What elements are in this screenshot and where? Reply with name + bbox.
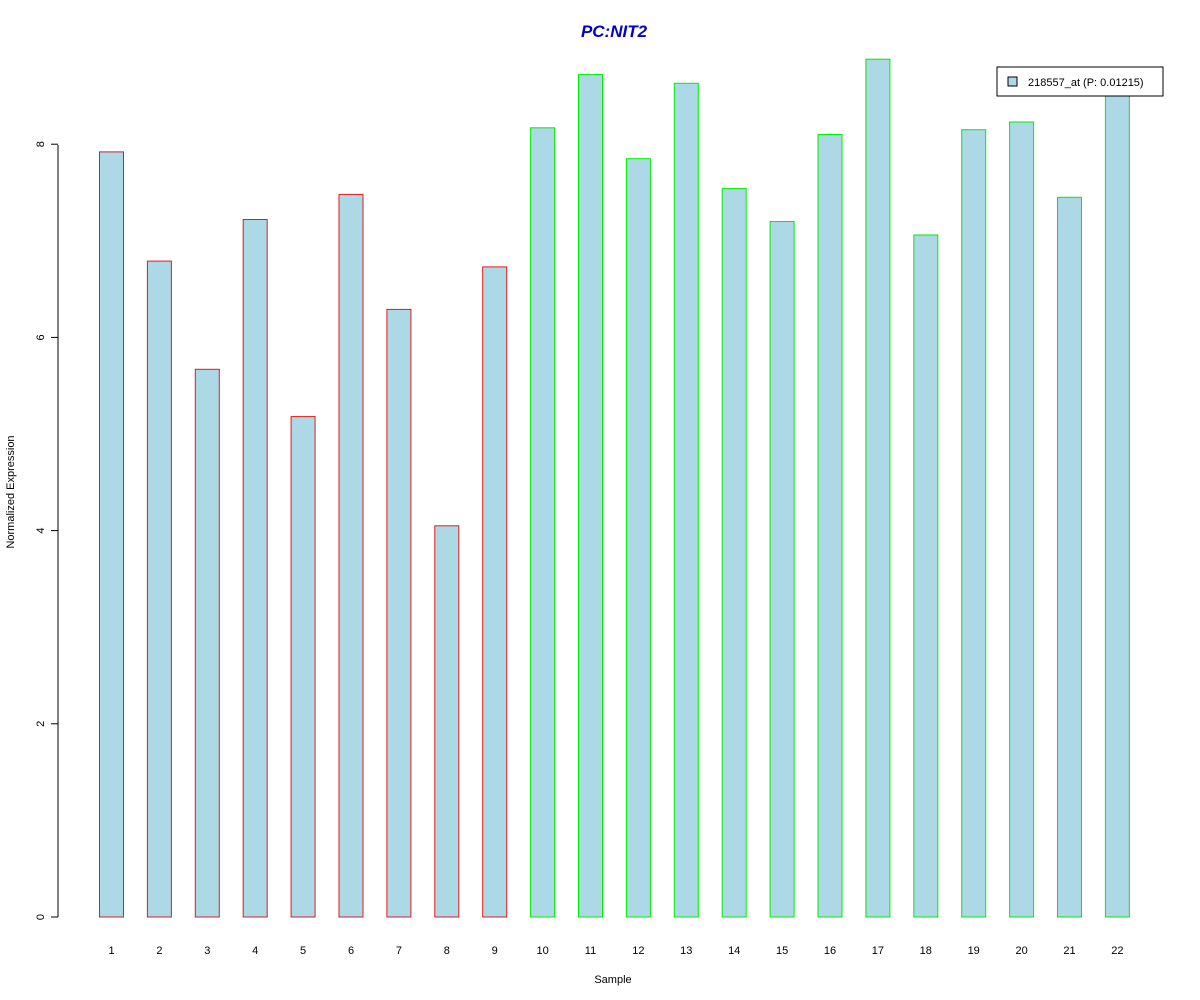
y-tick-label: 4	[35, 528, 47, 534]
x-tick-label: 21	[1063, 945, 1075, 957]
bars	[99, 58, 1130, 918]
legend-label: 218557_at (P: 0.01215)	[1028, 77, 1144, 89]
x-tick-label: 17	[872, 945, 884, 957]
y-axis-ticks: 0 2 4 6 8	[35, 141, 58, 920]
x-tick-label: 16	[824, 945, 836, 957]
y-axis-label: Normalized Expression	[5, 435, 17, 548]
bar-sample-13	[673, 82, 699, 918]
legend-swatch	[1007, 76, 1018, 87]
x-tick-label: 20	[1015, 945, 1027, 957]
bar-sample-3	[194, 368, 220, 918]
bar-sample-18	[913, 234, 939, 918]
bar-sample-17	[865, 58, 891, 918]
x-tick-label: 13	[680, 945, 692, 957]
bar-sample-11	[578, 74, 603, 918]
x-axis-label: Sample	[594, 974, 631, 986]
bar-sample-12	[625, 158, 651, 918]
x-tick-label: 12	[632, 945, 644, 957]
x-tick-label: 9	[492, 945, 498, 957]
y-tick-label: 0	[35, 914, 47, 920]
bar-sample-8	[434, 525, 460, 918]
x-axis-tick-labels: 1 2 3 4 5 6 7 8 9 10 11 12 13 14 15 16 17 18 19 20 21 22	[108, 945, 1123, 957]
bar-sample-7	[386, 308, 412, 918]
bar-sample-14	[721, 188, 747, 918]
bar-sample-15	[769, 221, 795, 918]
x-tick-label: 1	[108, 945, 114, 957]
y-tick-label: 2	[35, 721, 47, 727]
x-tick-label: 5	[300, 945, 306, 957]
bar-sample-1	[99, 151, 124, 918]
x-tick-label: 22	[1111, 945, 1123, 957]
y-tick-label: 8	[35, 141, 47, 147]
legend: 218557_at (P: 0.01215)	[996, 66, 1164, 97]
bar-sample-16	[817, 134, 843, 918]
x-tick-label: 19	[968, 945, 980, 957]
chart-title: PC:NIT2	[581, 22, 648, 41]
x-tick-label: 11	[585, 945, 596, 957]
x-tick-label: 18	[920, 945, 932, 957]
x-tick-label: 15	[776, 945, 788, 957]
bar-sample-4	[242, 219, 268, 918]
x-tick-label: 2	[156, 945, 162, 957]
bar-sample-5	[290, 416, 316, 918]
bar-sample-21	[1057, 196, 1082, 918]
x-tick-label: 10	[536, 945, 548, 957]
x-tick-label: 8	[444, 945, 450, 957]
bar-sample-20	[1009, 121, 1035, 918]
bar-sample-10	[530, 127, 556, 918]
x-tick-label: 7	[396, 945, 402, 957]
bar-sample-19	[961, 129, 987, 918]
legend-box	[996, 66, 1164, 97]
bar-sample-2	[146, 260, 172, 918]
bar-sample-6	[338, 193, 364, 918]
x-tick-label: 6	[348, 945, 354, 957]
x-tick-label: 4	[252, 945, 258, 957]
bar-sample-22	[1104, 92, 1130, 918]
x-tick-label: 3	[204, 945, 210, 957]
y-tick-label: 6	[35, 334, 47, 340]
bar-sample-9	[482, 266, 508, 918]
x-tick-label: 14	[728, 945, 740, 957]
